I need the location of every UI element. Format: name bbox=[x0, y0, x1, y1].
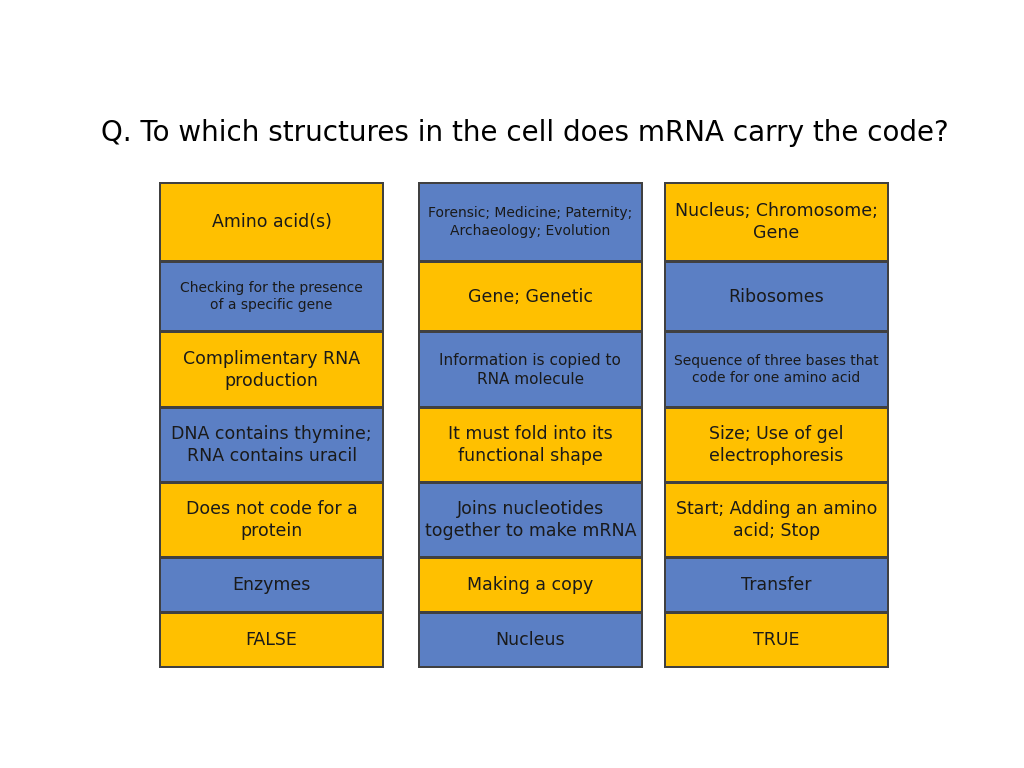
Text: DNA contains thymine;
RNA contains uracil: DNA contains thymine; RNA contains uraci… bbox=[171, 425, 372, 465]
Text: Sequence of three bases that
code for one amino acid: Sequence of three bases that code for on… bbox=[674, 354, 879, 386]
FancyBboxPatch shape bbox=[664, 182, 889, 262]
FancyBboxPatch shape bbox=[162, 409, 382, 481]
FancyBboxPatch shape bbox=[418, 182, 643, 262]
FancyBboxPatch shape bbox=[418, 482, 643, 558]
FancyBboxPatch shape bbox=[162, 333, 382, 406]
FancyBboxPatch shape bbox=[418, 332, 643, 408]
Text: Information is copied to
RNA molecule: Information is copied to RNA molecule bbox=[439, 353, 622, 386]
FancyBboxPatch shape bbox=[162, 614, 382, 666]
FancyBboxPatch shape bbox=[664, 612, 889, 667]
FancyBboxPatch shape bbox=[666, 263, 887, 330]
FancyBboxPatch shape bbox=[664, 408, 889, 483]
Text: Start; Adding an amino
acid; Stop: Start; Adding an amino acid; Stop bbox=[676, 500, 878, 540]
FancyBboxPatch shape bbox=[418, 262, 643, 332]
FancyBboxPatch shape bbox=[420, 484, 641, 556]
FancyBboxPatch shape bbox=[159, 332, 384, 408]
FancyBboxPatch shape bbox=[162, 558, 382, 611]
FancyBboxPatch shape bbox=[159, 482, 384, 558]
FancyBboxPatch shape bbox=[664, 557, 889, 613]
Text: Nucleus: Nucleus bbox=[496, 631, 565, 649]
Text: Amino acid(s): Amino acid(s) bbox=[212, 214, 332, 231]
FancyBboxPatch shape bbox=[162, 184, 382, 260]
FancyBboxPatch shape bbox=[666, 333, 887, 406]
FancyBboxPatch shape bbox=[159, 557, 384, 613]
FancyBboxPatch shape bbox=[666, 484, 887, 556]
FancyBboxPatch shape bbox=[159, 182, 384, 262]
Text: Does not code for a
protein: Does not code for a protein bbox=[185, 500, 357, 540]
Text: Making a copy: Making a copy bbox=[467, 576, 594, 594]
Text: TRUE: TRUE bbox=[753, 631, 800, 649]
FancyBboxPatch shape bbox=[420, 409, 641, 481]
FancyBboxPatch shape bbox=[418, 408, 643, 483]
FancyBboxPatch shape bbox=[420, 614, 641, 666]
FancyBboxPatch shape bbox=[664, 262, 889, 332]
FancyBboxPatch shape bbox=[666, 409, 887, 481]
Text: Nucleus; Chromosome;
Gene: Nucleus; Chromosome; Gene bbox=[675, 202, 878, 242]
FancyBboxPatch shape bbox=[162, 263, 382, 330]
FancyBboxPatch shape bbox=[420, 333, 641, 406]
FancyBboxPatch shape bbox=[159, 408, 384, 483]
Text: Q. To which structures in the cell does mRNA carry the code?: Q. To which structures in the cell does … bbox=[101, 119, 948, 147]
FancyBboxPatch shape bbox=[664, 332, 889, 408]
FancyBboxPatch shape bbox=[666, 614, 887, 666]
Text: Gene; Genetic: Gene; Genetic bbox=[468, 288, 593, 306]
FancyBboxPatch shape bbox=[418, 557, 643, 613]
Text: Ribosomes: Ribosomes bbox=[728, 288, 824, 306]
FancyBboxPatch shape bbox=[666, 558, 887, 611]
Text: Joins nucleotides
together to make mRNA: Joins nucleotides together to make mRNA bbox=[425, 500, 636, 540]
Text: Transfer: Transfer bbox=[741, 576, 812, 594]
FancyBboxPatch shape bbox=[664, 482, 889, 558]
FancyBboxPatch shape bbox=[162, 484, 382, 556]
Text: Size; Use of gel
electrophoresis: Size; Use of gel electrophoresis bbox=[710, 425, 844, 465]
FancyBboxPatch shape bbox=[666, 184, 887, 260]
FancyBboxPatch shape bbox=[420, 184, 641, 260]
Text: Complimentary RNA
production: Complimentary RNA production bbox=[183, 349, 360, 390]
Text: Forensic; Medicine; Paternity;
Archaeology; Evolution: Forensic; Medicine; Paternity; Archaeolo… bbox=[428, 207, 633, 238]
Text: Checking for the presence
of a specific gene: Checking for the presence of a specific … bbox=[180, 281, 364, 313]
FancyBboxPatch shape bbox=[159, 612, 384, 667]
Text: It must fold into its
functional shape: It must fold into its functional shape bbox=[447, 425, 612, 465]
Text: FALSE: FALSE bbox=[246, 631, 298, 649]
FancyBboxPatch shape bbox=[418, 612, 643, 667]
FancyBboxPatch shape bbox=[159, 262, 384, 332]
Text: Enzymes: Enzymes bbox=[232, 576, 311, 594]
FancyBboxPatch shape bbox=[420, 263, 641, 330]
FancyBboxPatch shape bbox=[420, 558, 641, 611]
